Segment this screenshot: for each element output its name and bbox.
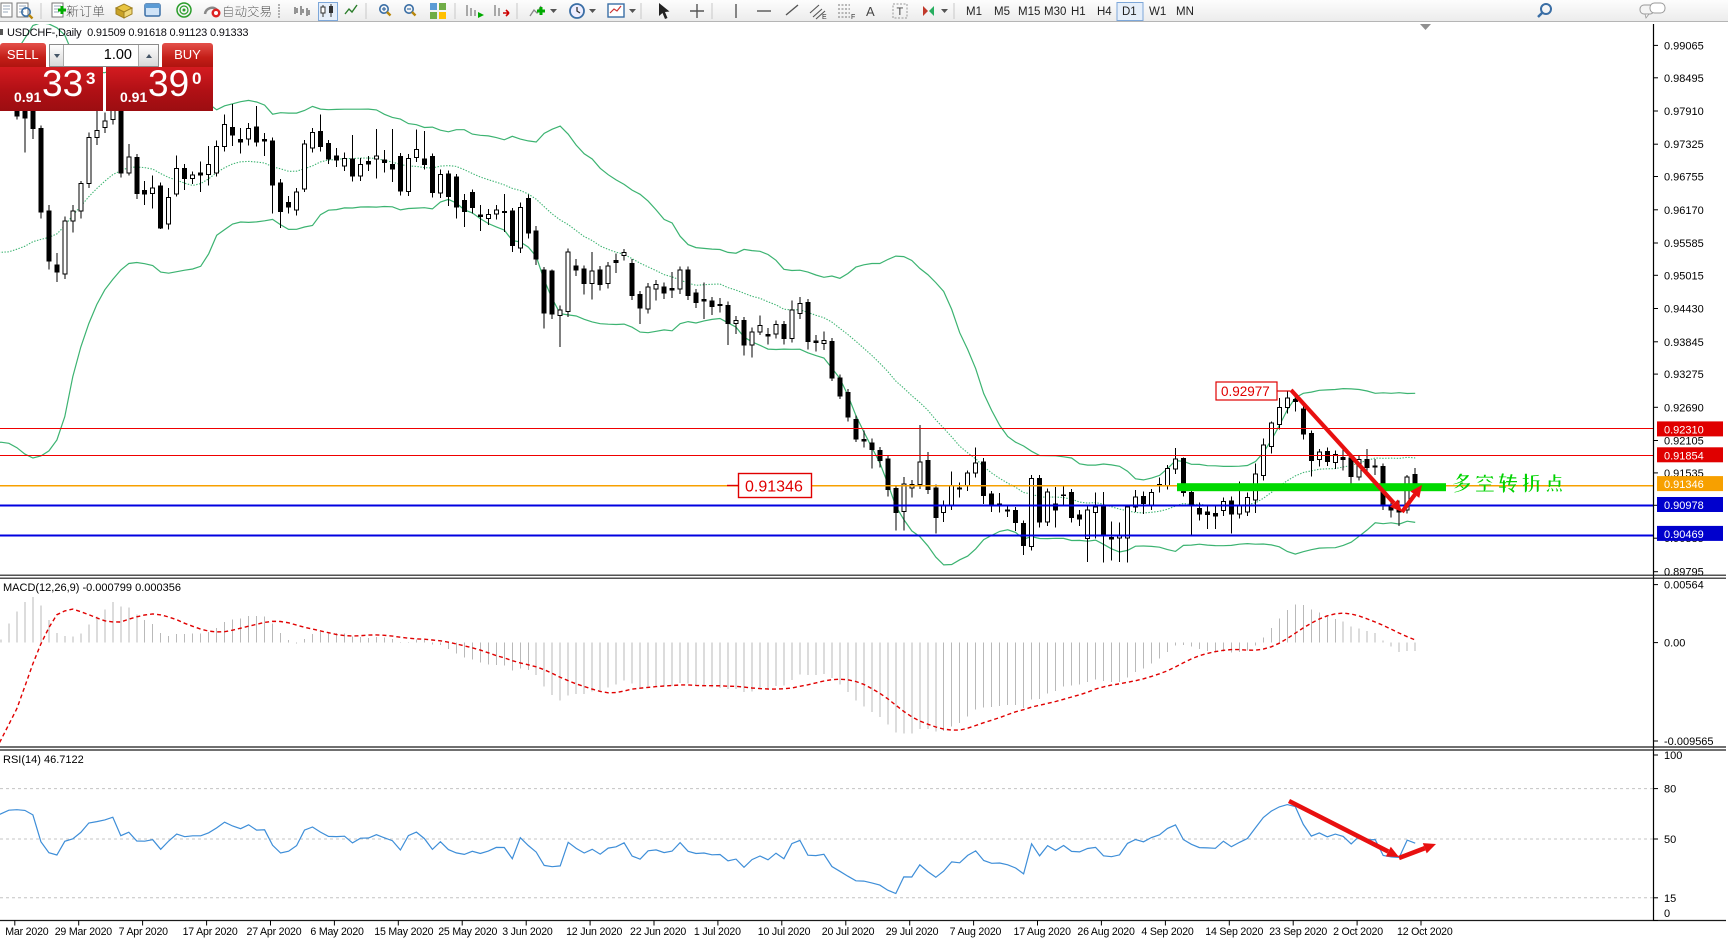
svg-text:0.95585: 0.95585 <box>1664 238 1704 250</box>
svg-text:17 Aug 2020: 17 Aug 2020 <box>1014 926 1072 938</box>
svg-text:MN: MN <box>1176 6 1194 18</box>
svg-text:0.92977: 0.92977 <box>1221 384 1270 399</box>
svg-text:1 Jul 2020: 1 Jul 2020 <box>694 926 741 938</box>
svg-text:H1: H1 <box>1071 6 1086 18</box>
svg-text:50: 50 <box>1664 834 1676 846</box>
svg-text:0.97325: 0.97325 <box>1664 139 1704 151</box>
svg-text:T: T <box>897 6 904 18</box>
svg-text:0.91346: 0.91346 <box>745 479 803 496</box>
svg-text:0.97910: 0.97910 <box>1664 106 1704 118</box>
svg-text:W1: W1 <box>1149 6 1166 18</box>
svg-text:0.92105: 0.92105 <box>1664 436 1704 448</box>
svg-text:29 Jul 2020: 29 Jul 2020 <box>886 926 939 938</box>
svg-text:6 May 2020: 6 May 2020 <box>310 926 364 938</box>
svg-text:H4: H4 <box>1097 6 1112 18</box>
svg-text:0.94430: 0.94430 <box>1664 304 1704 316</box>
svg-text:RSI(14) 46.7122: RSI(14) 46.7122 <box>3 754 84 766</box>
svg-text:E: E <box>822 14 827 21</box>
svg-text:25 May 2020: 25 May 2020 <box>438 926 497 938</box>
svg-text:29 Mar 2020: 29 Mar 2020 <box>55 926 113 938</box>
svg-text:4 Sep 2020: 4 Sep 2020 <box>1141 926 1194 938</box>
svg-text:20 Jul 2020: 20 Jul 2020 <box>822 926 875 938</box>
svg-text:0.90978: 0.90978 <box>1664 500 1704 512</box>
svg-text:0.98495: 0.98495 <box>1664 73 1704 85</box>
svg-text:26 Aug 2020: 26 Aug 2020 <box>1077 926 1135 938</box>
svg-text:0.90469: 0.90469 <box>1664 529 1704 541</box>
svg-text:0.93845: 0.93845 <box>1664 337 1704 349</box>
svg-text:14 Sep 2020: 14 Sep 2020 <box>1205 926 1263 938</box>
svg-text:0.00564: 0.00564 <box>1664 580 1704 592</box>
svg-text:7 Aug 2020: 7 Aug 2020 <box>950 926 1002 938</box>
svg-text:Mar 2020: Mar 2020 <box>5 926 48 938</box>
svg-text:0.92690: 0.92690 <box>1664 402 1704 414</box>
svg-text:100: 100 <box>1664 750 1682 762</box>
svg-text:80: 80 <box>1664 784 1676 796</box>
svg-text:12 Oct 2020: 12 Oct 2020 <box>1397 926 1453 938</box>
svg-text:15: 15 <box>1664 893 1676 905</box>
svg-text:0.89795: 0.89795 <box>1664 567 1704 579</box>
svg-text:17 Apr 2020: 17 Apr 2020 <box>183 926 238 938</box>
svg-text:0.99065: 0.99065 <box>1664 40 1704 52</box>
svg-text:15 May 2020: 15 May 2020 <box>374 926 433 938</box>
svg-text:0.96755: 0.96755 <box>1664 172 1704 184</box>
svg-text:A: A <box>866 4 875 19</box>
svg-text:D1: D1 <box>1122 6 1137 18</box>
svg-text:3 Jun 2020: 3 Jun 2020 <box>502 926 553 938</box>
svg-text:0.91854: 0.91854 <box>1664 450 1704 462</box>
svg-text:0.92310: 0.92310 <box>1664 424 1704 436</box>
svg-text:MACD(12,26,9) -0.000799 0.0003: MACD(12,26,9) -0.000799 0.000356 <box>3 582 181 594</box>
svg-text:10 Jul 2020: 10 Jul 2020 <box>758 926 811 938</box>
svg-text:M15: M15 <box>1018 6 1040 18</box>
svg-text:M1: M1 <box>966 6 982 18</box>
svg-text:-0.009565: -0.009565 <box>1664 736 1714 748</box>
svg-text:22 Jun 2020: 22 Jun 2020 <box>630 926 686 938</box>
svg-text:12 Jun 2020: 12 Jun 2020 <box>566 926 622 938</box>
svg-text:F: F <box>851 14 855 21</box>
svg-text:23 Sep 2020: 23 Sep 2020 <box>1269 926 1327 938</box>
svg-text:USDCHF-,Daily 0.91509 0.91618: USDCHF-,Daily 0.91509 0.91618 0.91123 0.… <box>7 27 248 39</box>
svg-text:7 Apr 2020: 7 Apr 2020 <box>119 926 169 938</box>
svg-text:27 Apr 2020: 27 Apr 2020 <box>247 926 302 938</box>
svg-text:0.91346: 0.91346 <box>1664 479 1704 491</box>
svg-text:0.95015: 0.95015 <box>1664 270 1704 282</box>
svg-text:0.96170: 0.96170 <box>1664 205 1704 217</box>
svg-text:2 Oct 2020: 2 Oct 2020 <box>1333 926 1383 938</box>
svg-text:0.93275: 0.93275 <box>1664 369 1704 381</box>
svg-text:M5: M5 <box>994 6 1010 18</box>
svg-text:0.00: 0.00 <box>1664 638 1685 650</box>
svg-text:M30: M30 <box>1044 6 1066 18</box>
svg-text:0: 0 <box>1664 908 1670 920</box>
